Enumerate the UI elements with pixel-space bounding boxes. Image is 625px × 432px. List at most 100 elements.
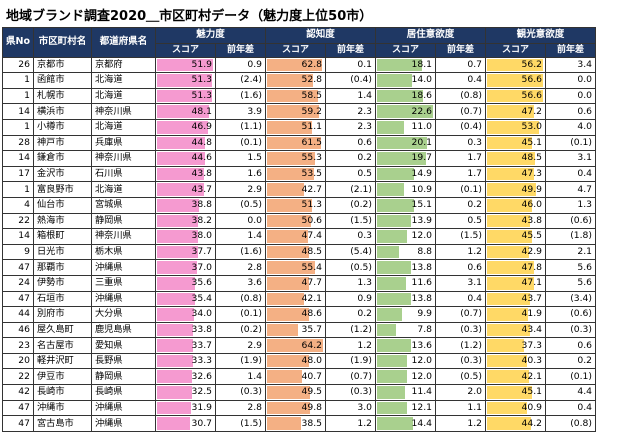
cell-attract-diff: (1.6): [214, 243, 266, 261]
cell-recog-score: 50.6: [264, 212, 326, 230]
bar-value: 18.1: [411, 58, 432, 70]
header-tourism-desire: 観光意欲度: [484, 27, 596, 44]
bar-value: 53.0: [521, 121, 542, 133]
cell-resid-score: 8.8: [374, 243, 436, 261]
header-city: 市区町村名: [32, 27, 92, 58]
data-bar: [376, 58, 422, 72]
cell-attract-score: 35.6: [154, 274, 216, 292]
table-row: 1 富良野市 北海道 43.7 2.9 42.7 (2.1) 10.9 (0.1) 49.9 4.7: [2, 181, 596, 198]
cell-resid-diff: (0.8): [434, 87, 486, 105]
data-bar: [156, 354, 193, 368]
header-recognition: 認知度: [264, 27, 376, 44]
bar-value: 35.7: [301, 323, 322, 335]
data-bar: [376, 354, 407, 368]
cell-pref-no: 22: [2, 368, 34, 386]
cell-prefecture: 長野県: [90, 352, 156, 370]
data-bar: [266, 105, 319, 118]
cell-attract-diff: 2.8: [214, 399, 266, 417]
header-prefecture: 都道府県名: [90, 27, 156, 58]
bar-value: 64.2: [301, 339, 322, 351]
bar-value: 38.2: [191, 214, 212, 226]
cell-attract-diff: 1.4: [214, 228, 266, 245]
cell-tour-diff: 0.0: [544, 87, 596, 105]
bar-value: 18.6: [411, 90, 432, 102]
bar-value: 45.1: [521, 386, 542, 398]
cell-attract-score: 38.2: [154, 212, 216, 230]
data-bar: [486, 58, 543, 72]
cell-tour-diff: (3.4): [544, 290, 596, 308]
cell-city-name: 軽井沢町: [32, 352, 92, 370]
bar-value: 10.9: [411, 183, 432, 195]
data-bar: [376, 230, 407, 243]
bar-value: 11.0: [411, 121, 432, 133]
cell-recog-diff: (0.4): [324, 72, 376, 89]
cell-tour-diff: 0.0: [544, 72, 596, 89]
cell-prefecture: 沖縄県: [90, 415, 156, 432]
data-bar: [376, 308, 402, 321]
bar-value: 13.6: [411, 339, 432, 351]
cell-city-name: 宮古島市: [32, 415, 92, 432]
bar-value: 43.8: [191, 168, 212, 180]
bar-value: 42.1: [521, 370, 542, 382]
cell-pref-no: 47: [2, 290, 34, 308]
cell-pref-no: 9: [2, 243, 34, 261]
cell-recog-score: 64.2: [264, 337, 326, 354]
cell-city-name: 伊勢市: [32, 274, 92, 292]
cell-recog-score: 49.8: [264, 399, 326, 417]
cell-pref-no: 4: [2, 196, 34, 214]
cell-city-name: 神戸市: [32, 134, 92, 152]
cell-pref-no: 28: [2, 134, 34, 152]
cell-recog-score: 61.5: [264, 134, 326, 152]
data-bar: [156, 214, 199, 228]
cell-tour-diff: (1.8): [544, 228, 596, 245]
cell-tour-score: 46.0: [484, 196, 546, 214]
cell-attract-diff: 2.9: [214, 181, 266, 198]
bar-value: 38.8: [191, 199, 212, 211]
cell-tour-score: 49.9: [484, 181, 546, 198]
data-bar: [486, 323, 530, 337]
cell-prefecture: 北海道: [90, 118, 156, 136]
cell-attract-diff: (0.3): [214, 384, 266, 401]
data-bar: [266, 417, 301, 430]
bar-value: 12.0: [411, 370, 432, 382]
bar-value: 42.9: [521, 246, 542, 258]
cell-recog-score: 48.0: [264, 352, 326, 370]
data-bar: [266, 152, 316, 165]
cell-resid-diff: 0.3: [434, 134, 486, 152]
cell-attract-score: 30.7: [154, 415, 216, 432]
data-bar: [376, 89, 424, 103]
cell-recog-diff: 1.4: [324, 87, 376, 105]
data-bar: [486, 370, 529, 384]
cell-attract-score: 33.8: [154, 321, 216, 339]
cell-prefecture: 北海道: [90, 181, 156, 198]
cell-resid-score: 22.6: [374, 103, 436, 120]
cell-resid-diff: 0.4: [434, 72, 486, 89]
data-bar: [376, 401, 407, 415]
cell-city-name: 金沢市: [32, 165, 92, 183]
cell-attract-diff: (1.6): [214, 87, 266, 105]
data-bar: [266, 292, 304, 306]
bar-value: 50.6: [301, 214, 322, 226]
cell-tour-diff: 1.3: [544, 196, 596, 214]
cell-resid-diff: 1.7: [434, 165, 486, 183]
bar-value: 56.2: [521, 58, 542, 70]
cell-resid-score: 13.8: [374, 259, 436, 276]
data-bar: [486, 245, 530, 259]
data-bar: [376, 386, 406, 399]
cell-recog-score: 58.5: [264, 87, 326, 105]
cell-recog-score: 51.3: [264, 196, 326, 214]
cell-resid-score: 19.7: [374, 150, 436, 167]
table-row: 22 伊豆市 静岡県 32.6 1.4 40.7 (0.7) 12.0 (0.5) 42.1 (0.…: [2, 368, 596, 386]
cell-resid-diff: 2.0: [434, 384, 486, 401]
cell-resid-score: 20.1: [374, 134, 436, 152]
bar-value: 51.9: [191, 58, 212, 70]
bar-value: 49.9: [521, 183, 542, 195]
data-bar: [376, 245, 399, 259]
bar-value: 58.5: [301, 90, 322, 102]
cell-resid-diff: 3.1: [434, 274, 486, 292]
cell-resid-score: 14.0: [374, 72, 436, 89]
table-body: 26 京都市 京都府 51.9 0.9 62.8 0.1 18.1 0.7 56.2 3.4 1 函館市…: [2, 56, 596, 432]
data-bar: [156, 417, 191, 430]
cell-tour-score: 45.1: [484, 134, 546, 152]
cell-resid-score: 13.9: [374, 212, 436, 230]
